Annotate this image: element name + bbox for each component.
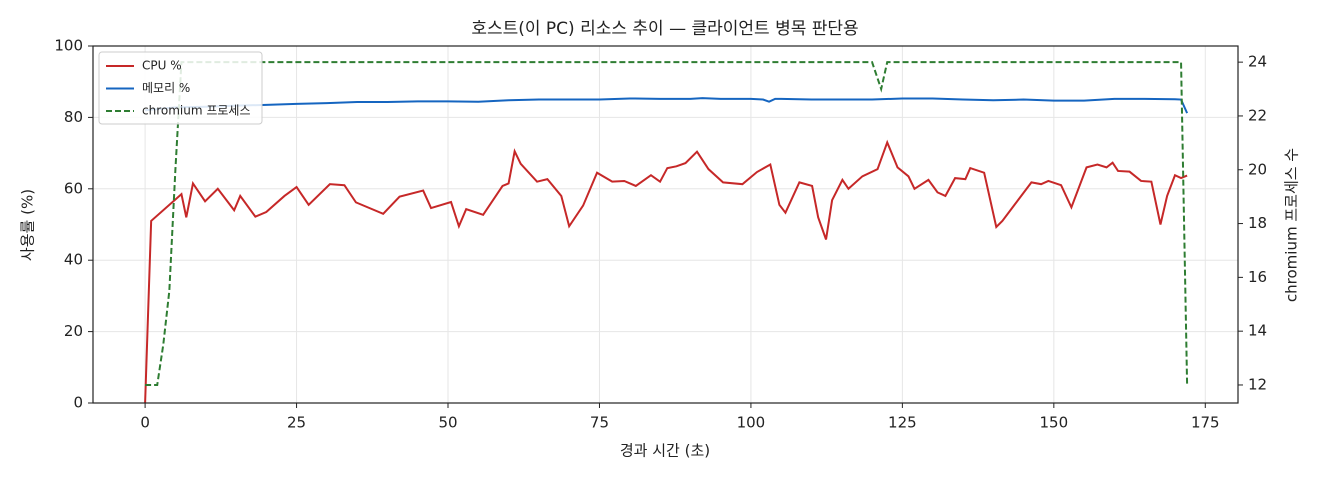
y-tick-label: 40	[64, 251, 83, 269]
legend-label: CPU %	[142, 59, 182, 73]
series-line	[144, 139, 1188, 404]
x-axis-label: 경과 시간 (초)	[620, 442, 710, 460]
legend-box	[98, 51, 263, 125]
y-axis-label: 사용률 (%)	[19, 189, 37, 261]
y2-tick-label: 24	[1248, 53, 1267, 71]
x-tick-label: 50	[438, 414, 457, 432]
y2-tick-label: 14	[1248, 322, 1267, 340]
y2-axis-label: chromium 프로세스 수	[1283, 148, 1301, 302]
y-tick-label: 80	[64, 108, 83, 126]
y-tick-label: 20	[64, 322, 83, 340]
y2-tick-label: 18	[1248, 214, 1267, 232]
y2-tick-label: 12	[1248, 375, 1267, 393]
legend-label: chromium 프로세스	[142, 104, 251, 118]
y2-tick-label: 20	[1248, 160, 1267, 178]
y-tick-label: 60	[64, 179, 83, 197]
y2-tick-label: 22	[1248, 106, 1267, 124]
series-line	[145, 61, 1189, 386]
x-tick-label: 175	[1191, 414, 1220, 432]
x-tick-label: 25	[287, 414, 306, 432]
plot-frame	[92, 45, 1239, 404]
chart-title: 호스트(이 PC) 리소스 추이 — 클라이언트 병목 판단용	[471, 19, 858, 39]
legend-label: 메모리 %	[142, 81, 190, 95]
x-tick-label: 75	[590, 414, 609, 432]
x-tick-label: 150	[1040, 414, 1069, 432]
y-tick-label: 100	[54, 37, 83, 55]
x-tick-label: 100	[737, 414, 766, 432]
y2-tick-label: 16	[1248, 268, 1267, 286]
x-tick-label: 125	[888, 414, 917, 432]
series-line	[145, 97, 1189, 114]
x-tick-label: 0	[140, 414, 150, 432]
y-tick-label: 0	[73, 394, 83, 412]
